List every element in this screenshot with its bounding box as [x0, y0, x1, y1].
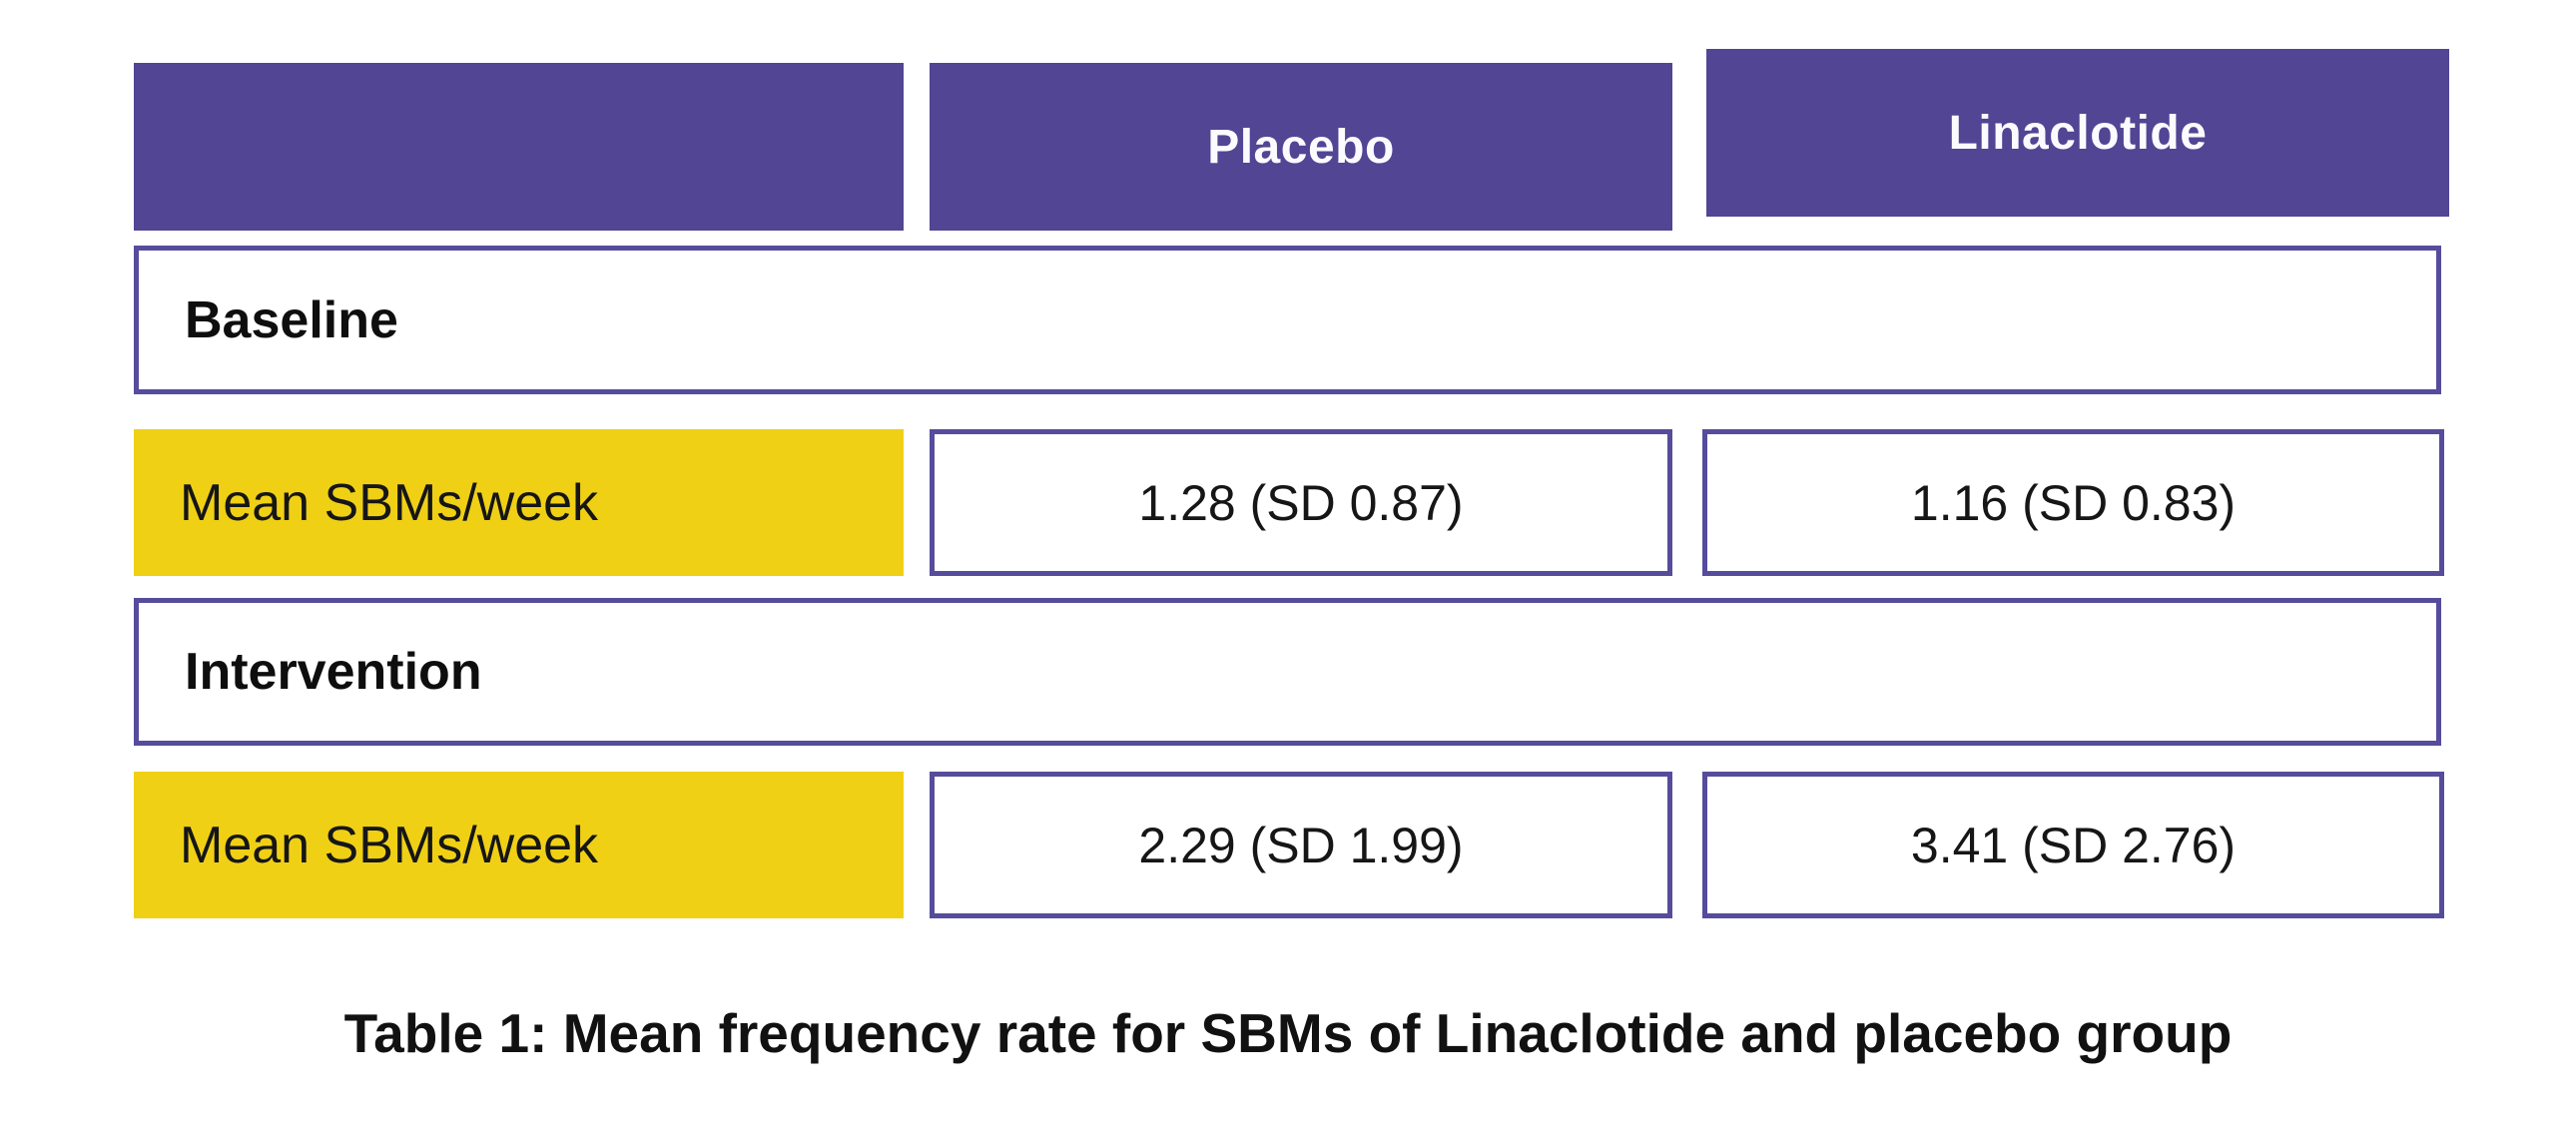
- header-cell-placebo: Placebo: [930, 63, 1672, 231]
- section-row-intervention: Intervention: [134, 598, 2441, 746]
- table-caption-text: Table 1: Mean frequency rate for SBMs of…: [343, 1002, 2233, 1064]
- row-label-mean-sbms-intervention: Mean SBMs/week: [134, 772, 904, 918]
- row-label-mean-sbms-baseline: Mean SBMs/week: [134, 429, 904, 576]
- value-text: 1.16 (SD 0.83): [1910, 474, 2237, 531]
- header-label-placebo: Placebo: [1207, 120, 1395, 174]
- value-text: 2.29 (SD 1.99): [1138, 817, 1464, 873]
- table-caption: Table 1: Mean frequency rate for SBMs of…: [0, 1000, 2576, 1066]
- value-text: 1.28 (SD 0.87): [1138, 474, 1464, 531]
- header-cell-linaclotide: Linaclotide: [1706, 49, 2449, 217]
- value-cell-linaclotide-intervention: 3.41 (SD 2.76): [1702, 772, 2444, 918]
- section-label-baseline: Baseline: [185, 290, 398, 349]
- section-label-intervention: Intervention: [185, 643, 482, 701]
- row-label-text: Mean SBMs/week: [180, 816, 599, 874]
- row-label-text: Mean SBMs/week: [180, 473, 599, 532]
- value-cell-linaclotide-baseline: 1.16 (SD 0.83): [1702, 429, 2444, 576]
- header-cell-empty: [134, 63, 904, 231]
- value-text: 3.41 (SD 2.76): [1910, 817, 2237, 873]
- section-row-baseline: Baseline: [134, 246, 2441, 394]
- header-label-linaclotide: Linaclotide: [1948, 106, 2208, 160]
- value-cell-placebo-intervention: 2.29 (SD 1.99): [930, 772, 1672, 918]
- value-cell-placebo-baseline: 1.28 (SD 0.87): [930, 429, 1672, 576]
